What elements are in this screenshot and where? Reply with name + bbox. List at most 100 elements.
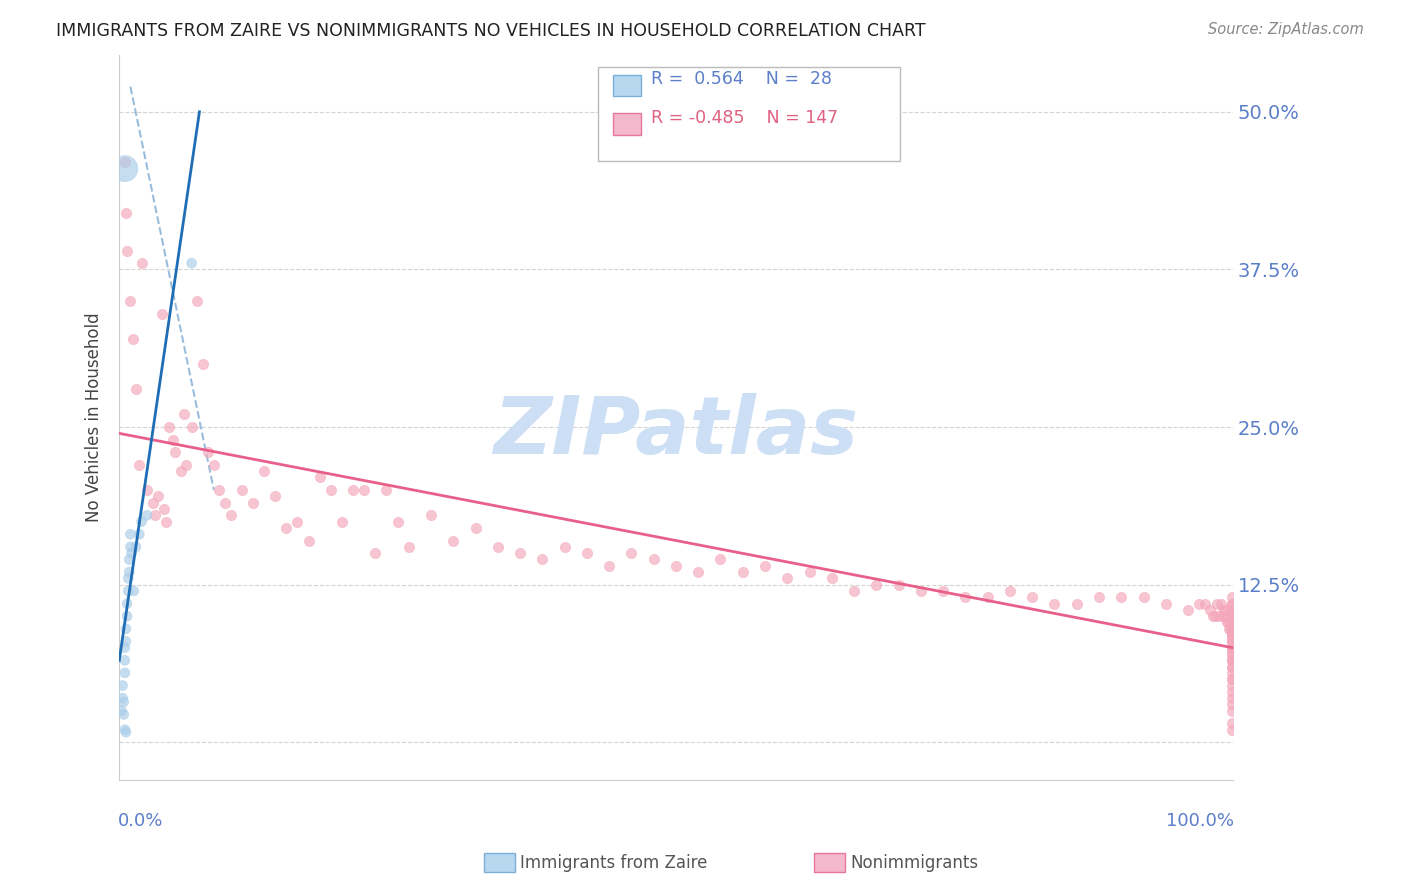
Point: [112, 695, 135, 709]
Text: Immigrants from Zaire: Immigrants from Zaire: [520, 854, 707, 871]
Point: [821, 571, 844, 585]
Point: [342, 483, 364, 497]
Point: [1220, 628, 1243, 642]
Point: [1206, 597, 1229, 611]
Point: [115, 244, 138, 258]
Point: [1220, 609, 1243, 624]
Point: [180, 420, 202, 434]
Point: [976, 591, 998, 605]
Point: [1199, 603, 1222, 617]
Point: [287, 515, 309, 529]
Point: [1208, 609, 1230, 624]
Point: [162, 433, 184, 447]
Point: [865, 577, 887, 591]
Point: [1177, 603, 1199, 617]
Point: [1212, 609, 1234, 624]
Point: [120, 527, 142, 541]
Point: [1220, 603, 1243, 617]
Point: [1043, 597, 1066, 611]
Point: [128, 458, 150, 472]
Point: [1220, 659, 1243, 673]
Point: [131, 515, 153, 529]
Point: [643, 552, 665, 566]
Point: [120, 293, 142, 308]
Point: [157, 420, 180, 434]
Point: [173, 408, 195, 422]
Point: [1220, 634, 1243, 648]
Point: [319, 483, 342, 497]
Point: [114, 161, 136, 176]
Point: [264, 490, 287, 504]
Point: [353, 483, 375, 497]
Point: [1220, 628, 1243, 642]
Point: [531, 552, 554, 566]
Point: [1220, 603, 1243, 617]
Point: [1220, 591, 1243, 605]
Point: [118, 565, 141, 579]
Point: [932, 584, 955, 599]
Point: [131, 256, 153, 270]
Point: [115, 597, 138, 611]
Point: [486, 540, 509, 554]
Point: [136, 483, 159, 497]
Point: [111, 679, 134, 693]
Point: [1220, 634, 1243, 648]
Point: [1188, 597, 1211, 611]
Point: [887, 577, 910, 591]
Point: [1220, 647, 1243, 661]
Point: [1220, 622, 1243, 636]
Point: [1220, 597, 1243, 611]
Point: [387, 515, 409, 529]
Point: [1220, 723, 1243, 737]
Point: [114, 665, 136, 680]
Point: [1220, 628, 1243, 642]
Point: [364, 546, 387, 560]
Point: [620, 546, 643, 560]
Point: [121, 546, 143, 560]
Point: [1194, 597, 1216, 611]
Point: [114, 155, 136, 169]
Point: [120, 540, 142, 554]
Point: [1220, 672, 1243, 686]
Point: [1066, 597, 1088, 611]
Point: [202, 458, 225, 472]
Point: [375, 483, 398, 497]
Point: [464, 521, 486, 535]
Point: [1204, 609, 1226, 624]
Text: 100.0%: 100.0%: [1166, 812, 1233, 830]
Point: [1220, 653, 1243, 667]
Point: [197, 445, 219, 459]
Point: [1220, 609, 1243, 624]
Point: [1220, 622, 1243, 636]
Point: [186, 293, 208, 308]
Point: [1111, 591, 1133, 605]
Point: [1154, 597, 1177, 611]
Point: [1220, 622, 1243, 636]
Point: [1220, 634, 1243, 648]
Point: [1220, 634, 1243, 648]
Point: [1215, 609, 1237, 624]
Point: [554, 540, 576, 554]
Point: [1220, 628, 1243, 642]
Point: [1211, 597, 1233, 611]
Point: [1220, 615, 1243, 630]
Text: IMMIGRANTS FROM ZAIRE VS NONIMMIGRANTS NO VEHICLES IN HOUSEHOLD CORRELATION CHAR: IMMIGRANTS FROM ZAIRE VS NONIMMIGRANTS N…: [56, 22, 927, 40]
Point: [1220, 679, 1243, 693]
Point: [1219, 622, 1241, 636]
Point: [125, 382, 148, 396]
Point: [1220, 685, 1243, 699]
Point: [180, 256, 202, 270]
Point: [114, 640, 136, 655]
Point: [842, 584, 865, 599]
Point: [117, 584, 139, 599]
Point: [754, 558, 776, 573]
Point: [208, 483, 231, 497]
Point: [420, 508, 443, 523]
Point: [110, 704, 132, 718]
Point: [709, 552, 731, 566]
Point: [118, 552, 141, 566]
Point: [1088, 591, 1111, 605]
Point: [1218, 622, 1240, 636]
Point: [1216, 615, 1239, 630]
Point: [1220, 665, 1243, 680]
